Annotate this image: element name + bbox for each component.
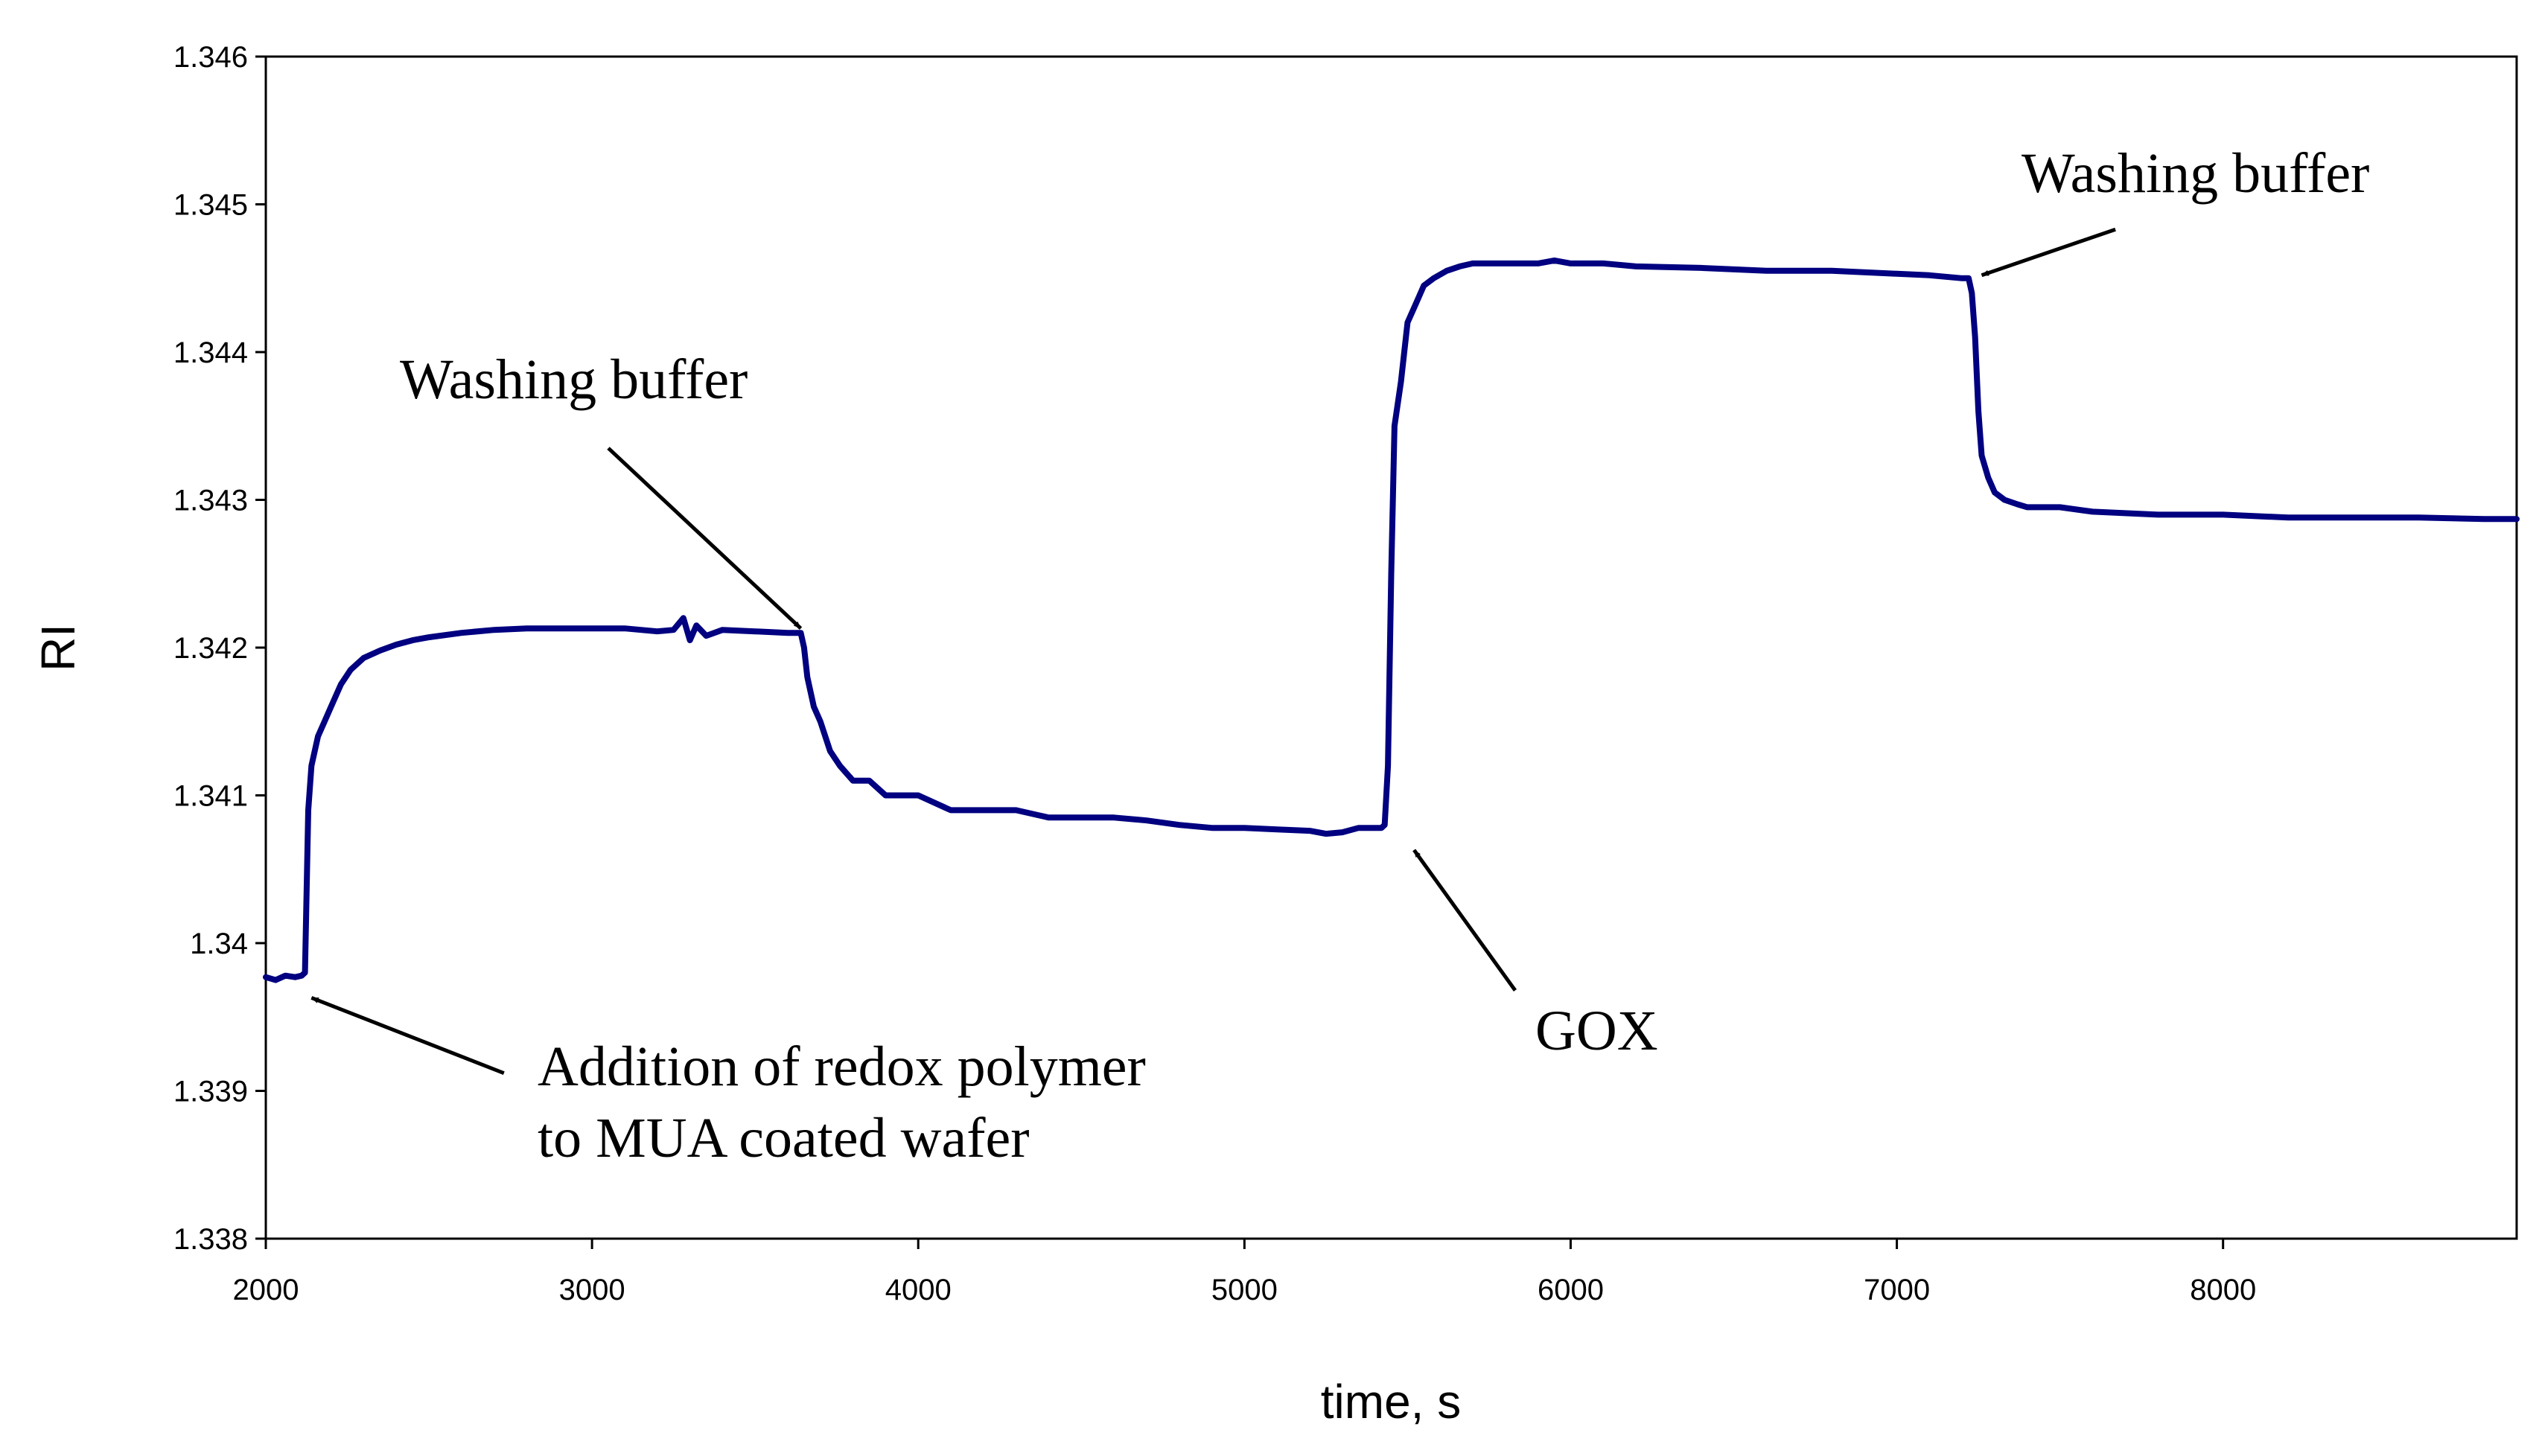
- annotation-layer: Washing buffer Addition of redox polymer t…: [310, 142, 2369, 1169]
- annotation-washing-buffer-2: Washing buffer: [1981, 142, 2369, 278]
- x-tick-label: 2000: [233, 1274, 299, 1306]
- x-tick-label: 4000: [885, 1274, 952, 1306]
- annotation-text: Addition of redox polymer: [538, 1035, 1146, 1098]
- x-axis-ticks: 2000 3000 4000 5000 6000 7000 8000: [233, 1239, 2256, 1306]
- y-axis-ticks: 1.338 1.339 1.34 1.341 1.342 1.343 1.344 1.345 1…: [173, 41, 266, 1256]
- annotation-arrow: [310, 996, 505, 1076]
- annotation-arrow: [1981, 227, 2116, 278]
- annotation-text: GOX: [1535, 1000, 1658, 1062]
- y-tick-label: 1.341: [173, 780, 248, 813]
- y-tick-label: 1.34: [190, 927, 248, 960]
- annotation-arrow: [607, 447, 803, 630]
- annotation-washing-buffer-1: Washing buffer: [400, 348, 803, 630]
- y-tick-label: 1.338: [173, 1223, 248, 1256]
- y-tick-label: 1.342: [173, 632, 248, 665]
- y-axis-label: RI: [31, 624, 85, 671]
- x-tick-label: 5000: [1211, 1274, 1278, 1306]
- annotation-text: to MUA coated wafer: [538, 1107, 1030, 1169]
- x-tick-label: 3000: [559, 1274, 625, 1306]
- y-tick-label: 1.343: [173, 485, 248, 517]
- annotation-gox: GOX: [1412, 849, 1658, 1062]
- y-tick-label: 1.345: [173, 189, 248, 222]
- annotation-text: Washing buffer: [400, 348, 748, 411]
- annotation-arrow: [1412, 849, 1517, 992]
- annotation-text: Washing buffer: [2022, 142, 2369, 205]
- series-line-ri: [263, 257, 2520, 983]
- y-tick-label: 1.344: [173, 336, 248, 369]
- series-layer: [263, 257, 2520, 983]
- y-tick-label: 1.346: [173, 41, 248, 74]
- x-tick-label: 8000: [2190, 1274, 2256, 1306]
- annotation-redox-polymer: Addition of redox polymer to MUA coated w…: [310, 996, 1146, 1169]
- x-tick-label: 7000: [1864, 1274, 1930, 1306]
- x-tick-label: 6000: [1538, 1274, 1604, 1306]
- y-tick-label: 1.339: [173, 1076, 248, 1108]
- x-axis-label: time, s: [1321, 1375, 1461, 1428]
